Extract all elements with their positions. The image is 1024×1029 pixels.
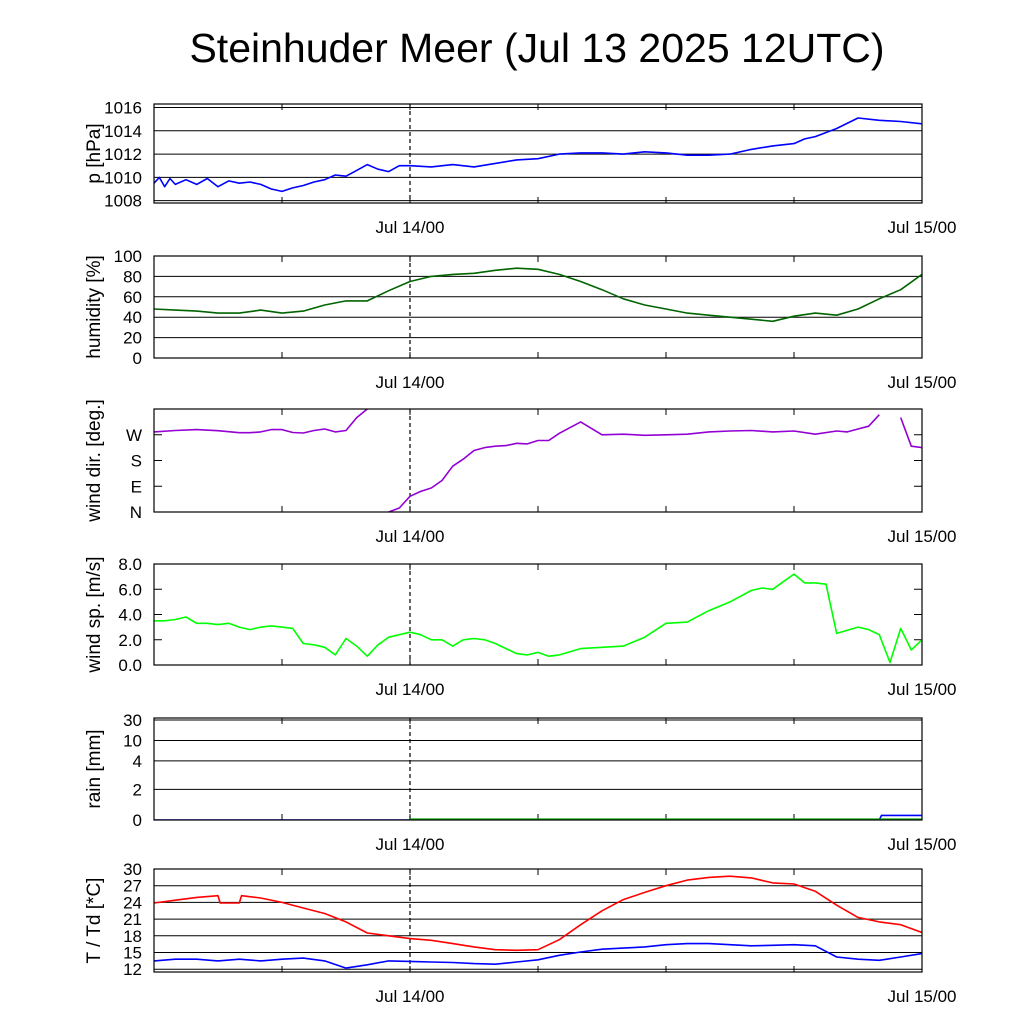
ytick-label-humidity-0: 0: [133, 349, 142, 368]
xtick-label-pressure-1: Jul 15/00: [888, 218, 957, 237]
frame-temperature: [153, 868, 923, 973]
ytick-label-humidity-1: 20: [123, 329, 142, 348]
ytick-label-pressure-4: 1016: [104, 98, 142, 117]
ytick-label-rain-1: 2: [133, 780, 142, 799]
frame-pressure: [153, 103, 923, 204]
ytick-label-wind_speed-4: 8.0: [118, 555, 142, 574]
ylabel-rain: rain [mm]: [84, 729, 105, 808]
series-line-wind_speed-0: [154, 573, 922, 664]
ytick-label-temperature-1: 15: [123, 944, 142, 963]
ytick-label-humidity-4: 80: [123, 267, 142, 286]
series-line-wind_direction-0: [154, 409, 922, 512]
ylabel-pressure: p [hPa]: [84, 123, 105, 183]
ylabel-temperature: T / Td [*C]: [84, 878, 105, 964]
ytick-label-rain-4: 30: [123, 711, 142, 730]
frame-wind_speed: [153, 563, 923, 666]
xtick-label-wind_speed-0: Jul 14/00: [376, 680, 445, 699]
ytick-label-wind_speed-0: 0.0: [118, 656, 142, 675]
frame-wind_direction: [153, 408, 923, 513]
ytick-label-temperature-6: 30: [123, 860, 142, 879]
xtick-label-pressure-0: Jul 14/00: [376, 218, 445, 237]
ytick-label-humidity-3: 60: [123, 288, 142, 307]
ytick-label-wind_direction-1: E: [131, 477, 142, 496]
xtick-label-wind_speed-1: Jul 15/00: [888, 680, 957, 699]
ytick-label-wind_speed-2: 4.0: [118, 606, 142, 625]
ytick-label-temperature-0: 12: [123, 960, 142, 979]
ytick-label-temperature-2: 18: [123, 927, 142, 946]
panel-wind_speed: 0.0 2.0 4.0 6.0 8.0 Jul 14/00 Jul 15/00 wind sp…: [84, 555, 957, 699]
xtick-label-rain-1: Jul 15/00: [888, 835, 957, 854]
panel-pressure: 1008 1010 1012 1014 1016 Jul 14/00 Jul 15/00 p …: [84, 98, 957, 237]
ytick-label-temperature-4: 24: [123, 893, 142, 912]
chart-title: Steinhuder Meer (Jul 13 2025 12UTC): [189, 25, 884, 71]
ylabel-humidity: humidity [%]: [84, 255, 105, 358]
ytick-label-rain-3: 10: [123, 731, 142, 750]
series-line-temperature-0: [154, 875, 922, 952]
xtick-label-humidity-0: Jul 14/00: [376, 373, 445, 392]
ytick-label-wind_direction-2: S: [131, 452, 142, 471]
ytick-label-humidity-5: 100: [114, 247, 142, 266]
xtick-label-wind_direction-0: Jul 14/00: [376, 527, 445, 546]
ytick-label-pressure-2: 1012: [104, 145, 142, 164]
ytick-label-wind_speed-1: 2.0: [118, 631, 142, 650]
ytick-label-temperature-3: 21: [123, 910, 142, 929]
ytick-label-pressure-3: 1014: [104, 122, 142, 141]
xtick-label-wind_direction-1: Jul 15/00: [888, 527, 957, 546]
ytick-label-wind_direction-3: W: [126, 426, 142, 445]
xtick-label-rain-0: Jul 14/00: [376, 835, 445, 854]
ytick-label-wind_speed-3: 6.0: [118, 580, 142, 599]
ytick-label-pressure-0: 1008: [104, 192, 142, 211]
xtick-label-temperature-0: Jul 14/00: [376, 987, 445, 1006]
ytick-label-rain-0: 0: [133, 811, 142, 830]
ylabel-wind_speed: wind sp. [m/s]: [84, 556, 105, 673]
ylabel-wind_direction: wind dir. [deg.]: [84, 399, 105, 523]
series-line-humidity-0: [154, 267, 922, 323]
xtick-label-temperature-1: Jul 15/00: [888, 987, 957, 1006]
frame-humidity: [153, 255, 923, 359]
ytick-label-temperature-5: 27: [123, 877, 142, 896]
ytick-label-pressure-1: 1010: [104, 168, 142, 187]
ytick-label-wind_direction-0: N: [130, 503, 142, 522]
series-line-temperature-1: [154, 942, 922, 969]
ytick-label-rain-2: 4: [133, 752, 142, 771]
xtick-label-humidity-1: Jul 15/00: [888, 373, 957, 392]
frame-rain: [153, 717, 923, 821]
ytick-label-humidity-2: 40: [123, 308, 142, 327]
series-line-rain-0: [154, 814, 922, 820]
series-line-pressure-0: [154, 117, 922, 193]
